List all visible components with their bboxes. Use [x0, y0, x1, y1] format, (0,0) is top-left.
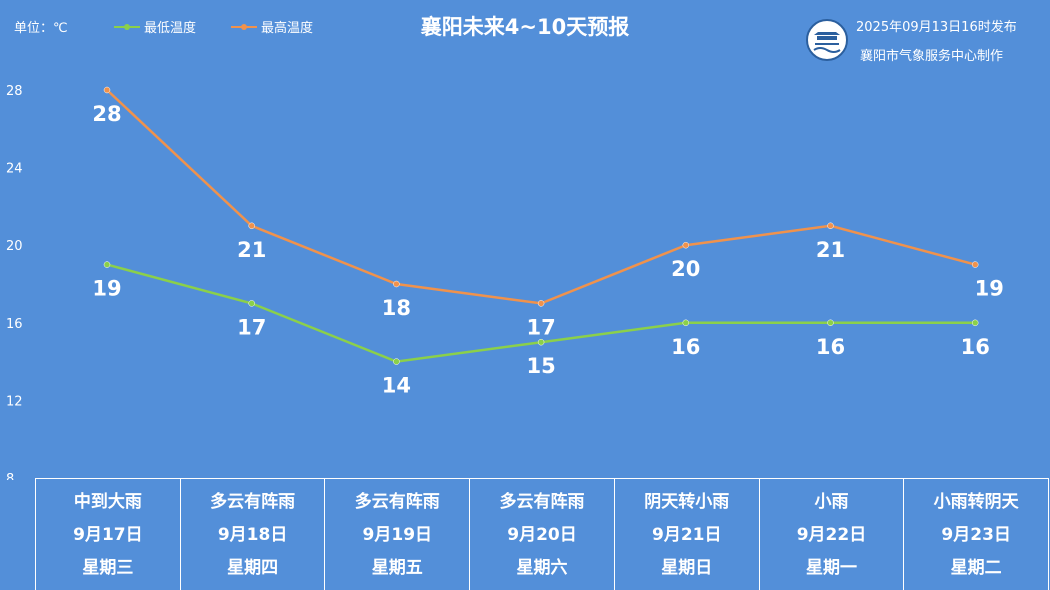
forecast-day-column: 中到大雨 9月17日星期三	[36, 479, 181, 590]
forecast-day-column: 小雨 9月22日星期一	[760, 479, 905, 590]
max-temp-label: 17	[526, 315, 555, 339]
publish-time: 2025年09月13日16时发布	[856, 20, 1017, 35]
forecast-day-column: 多云有阵雨 9月18日星期四	[181, 479, 326, 590]
date-label: 9月21日	[651, 525, 722, 545]
weather-label: 多云有阵雨	[354, 492, 440, 512]
legend-line-icon	[231, 23, 257, 30]
y-tick-label: 20	[6, 239, 23, 254]
y-tick-label: 16	[6, 317, 23, 332]
min-temp-label: 15	[526, 354, 555, 378]
date-label: 9月23日	[941, 525, 1011, 545]
min-temp-label: 16	[671, 335, 700, 359]
weekday-label: 星期一	[805, 558, 857, 578]
max-temp-point	[682, 241, 690, 249]
min-temp-label: 16	[816, 335, 845, 359]
weather-service-logo-icon	[806, 19, 848, 61]
weekday-label: 星期三	[82, 558, 134, 578]
max-temp-label: 28	[92, 102, 121, 126]
min-temp-label: 14	[382, 374, 411, 398]
min-temp-label: 16	[961, 335, 990, 359]
min-temp-point	[537, 338, 545, 346]
min-temp-point	[827, 319, 834, 327]
date-label: 9月17日	[73, 525, 143, 545]
min-temp-point	[971, 319, 979, 327]
max-temp-point	[537, 300, 545, 307]
temperature-line-chart: 8 12 16 20 24 28 19 17 14 15 16 16 16 28 21 18 17 20 21 19	[6, 84, 1004, 480]
weekday-label: 星期五	[371, 558, 423, 578]
date-label: 9月18日	[217, 525, 288, 545]
forecast-day-column: 阴天转小雨 9月21日星期日	[615, 479, 760, 590]
weather-label: 中到大雨	[73, 492, 142, 512]
y-tick-label: 8	[6, 472, 14, 480]
max-temp-point	[393, 280, 400, 288]
max-temp-label: 18	[382, 296, 411, 320]
forecast-table: 中到大雨 9月17日 星期三 多云有阵雨 9月18日 星期四 多云有阵雨 9月19日 星期五 多云…	[35, 478, 1050, 590]
weather-label: 小雨转阴天	[933, 492, 1019, 512]
min-temp-point	[393, 358, 400, 365]
max-temp-label: 21	[237, 238, 266, 262]
weekday-label: 星期日	[661, 558, 713, 578]
y-tick-label: 24	[6, 162, 23, 177]
weather-label: 阴天转小雨	[644, 492, 730, 512]
weekday-label: 星期六	[516, 558, 568, 578]
min-temp-point	[103, 261, 111, 268]
forecast-day-column: 小雨转阴天 9月23日星期二	[904, 479, 1050, 590]
legend-item-max: 最高温度	[231, 17, 313, 36]
min-temp-point	[248, 300, 255, 307]
max-temp-label: 21	[816, 238, 845, 262]
max-temp-label: 20	[671, 257, 700, 281]
min-temp-label: 19	[92, 277, 121, 301]
forecast-day-column: 多云有阵雨 9月19日星期五	[325, 479, 471, 590]
forecast-day-column: 多云有阵雨 9月20日星期六	[470, 479, 615, 590]
y-tick-label: 28	[6, 84, 23, 99]
weather-label: 小雨	[814, 492, 849, 512]
weekday-label: 星期二	[950, 558, 1002, 578]
y-tick-label: 12	[6, 394, 23, 409]
date-label: 9月20日	[507, 525, 577, 545]
unit-label: 单位：℃	[14, 21, 68, 36]
weather-label: 多云有阵雨	[499, 492, 585, 512]
min-temp-label: 17	[237, 315, 266, 339]
min-temp-point	[682, 319, 690, 327]
max-temp-point	[827, 222, 834, 230]
max-temp-line	[106, 89, 976, 305]
max-temp-label: 19	[975, 277, 1004, 301]
max-temp-point	[103, 86, 111, 94]
weekday-label: 星期四	[227, 558, 279, 578]
legend-line-icon	[114, 23, 140, 30]
date-label: 9月22日	[796, 525, 867, 545]
organization-label: 襄阳市气象服务中心制作	[860, 49, 1004, 64]
max-temp-point	[971, 261, 979, 268]
legend-label-max: 最高温度	[261, 21, 314, 36]
weather-label: 多云有阵雨	[210, 492, 296, 512]
date-label: 9月19日	[362, 525, 433, 545]
legend-item-min: 最低温度	[114, 17, 196, 36]
chart-title: 襄阳未来4~10天预报	[420, 15, 630, 39]
max-temp-point	[248, 222, 255, 230]
legend-label-min: 最低温度	[144, 21, 197, 36]
